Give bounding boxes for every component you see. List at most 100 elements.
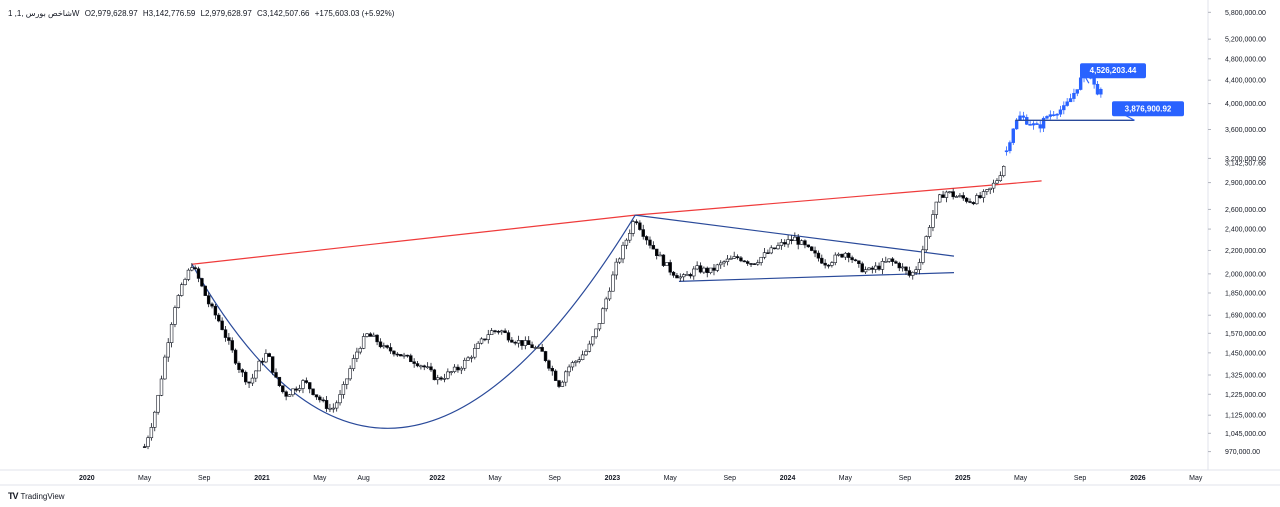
candle (745, 260, 750, 266)
candle (388, 343, 393, 354)
candle-body (884, 260, 888, 263)
candle-body (355, 351, 359, 359)
candle-body (331, 407, 336, 410)
candle-body (227, 337, 231, 341)
candle-body (233, 349, 238, 364)
candle-body (570, 362, 575, 368)
candle (432, 368, 437, 381)
candle (223, 325, 228, 342)
candle (671, 270, 676, 278)
projection-candle (1035, 121, 1039, 125)
candle (681, 273, 686, 282)
candle (830, 261, 834, 268)
candle-body (405, 354, 410, 357)
candle (213, 304, 218, 320)
candle (719, 260, 723, 269)
candle-body (452, 366, 457, 372)
candle (917, 258, 922, 275)
y-tick-label: 4,400,000.00 (1225, 78, 1266, 85)
candle (372, 332, 376, 337)
candle (459, 366, 464, 375)
candle (759, 256, 763, 266)
support-callout-box (1112, 101, 1184, 117)
x-tick-label: 2023 (605, 475, 621, 482)
candle-body (264, 353, 268, 363)
candle-body (614, 261, 618, 276)
candle-body (537, 347, 541, 349)
candle (749, 262, 753, 268)
candle (705, 266, 709, 278)
candle-body (190, 267, 194, 271)
candle-body (1031, 123, 1036, 126)
candle-body (938, 194, 942, 203)
grid (0, 0, 1280, 486)
candle (294, 386, 298, 393)
candle-body (853, 259, 858, 262)
candle-body (560, 381, 565, 387)
price-axis[interactable]: 5,800,000.00 5,200,000.00 4,800,000.00 4,40… (1208, 10, 1266, 456)
candle-body (230, 340, 234, 351)
projection-candle (1045, 115, 1049, 120)
symbol-label[interactable]: 1 ,شاخص بورس ,1W (8, 9, 80, 18)
candle (638, 220, 642, 231)
candle-body (196, 268, 201, 279)
candle (405, 354, 410, 358)
x-tick-label: May (1014, 475, 1028, 482)
candle (452, 364, 457, 374)
candle (230, 337, 234, 353)
candle (587, 340, 592, 353)
candle (648, 236, 652, 249)
candle-body (574, 360, 578, 363)
y-tick-label: 1,850,000.00 (1225, 291, 1266, 298)
candle-body (213, 305, 218, 316)
projection-candles (1004, 71, 1103, 156)
candle (708, 267, 713, 275)
candle (584, 349, 588, 357)
projection-candle (1028, 120, 1032, 126)
candle-body (419, 365, 423, 368)
candle (449, 370, 453, 376)
candle-body (547, 360, 551, 369)
candle (762, 248, 767, 260)
candle-body (469, 356, 474, 359)
candle-body (971, 202, 976, 205)
candle-body (809, 246, 814, 251)
candle (375, 334, 379, 346)
candle-body (867, 267, 871, 270)
x-tick-label: May (313, 475, 327, 482)
candle (628, 229, 632, 243)
candle-body (1014, 120, 1019, 130)
candle-body (631, 221, 635, 234)
time-axis[interactable]: 2020 May Sep 2021 May Aug 2022 May Sep 2023 May Sep… (79, 475, 1203, 482)
projection-candle (1058, 105, 1063, 118)
candle-body (921, 249, 925, 263)
candle (692, 266, 696, 280)
candle-body (540, 347, 544, 352)
candle-body (860, 263, 864, 273)
candle-body (210, 303, 214, 307)
y-tick-label: 1,325,000.00 (1225, 372, 1266, 379)
candle (183, 277, 187, 286)
candle (516, 335, 521, 348)
candle (567, 364, 571, 377)
candle-body (617, 258, 622, 263)
candle-body (250, 377, 255, 384)
candle-body (890, 258, 895, 262)
projection-candle (1095, 81, 1100, 96)
candle (324, 395, 329, 412)
candle-body (358, 348, 362, 353)
low-value: L2,979,628.97 (200, 9, 252, 18)
candle (678, 273, 682, 282)
candle (550, 365, 554, 376)
projection-candle (1062, 101, 1066, 115)
candle (698, 262, 703, 274)
candle (254, 370, 258, 383)
target-callout-box (1080, 63, 1146, 79)
candle (715, 263, 720, 273)
projection-candle (1038, 120, 1042, 133)
y-tick-label: 3,600,000.00 (1225, 127, 1266, 134)
tradingview-brand[interactable]: TV TradingView (8, 491, 65, 501)
candle (675, 272, 679, 279)
candle (641, 224, 645, 240)
